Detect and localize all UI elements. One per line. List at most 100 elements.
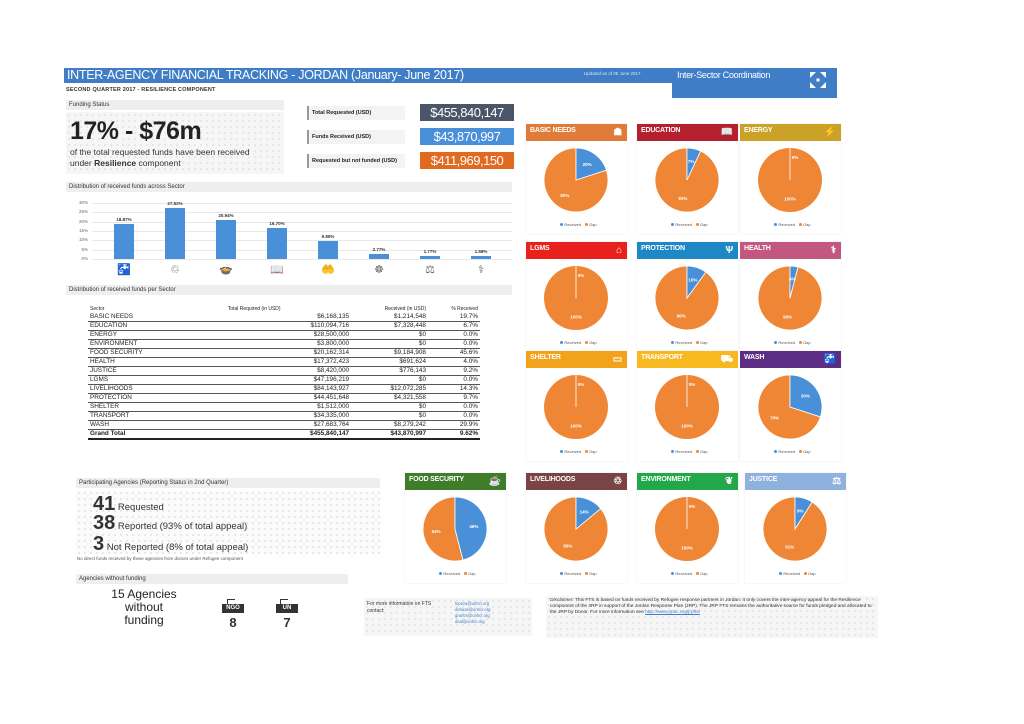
bar-chart-heading: Distribution of received funds across Se… [66,182,512,192]
sector-name-cell: ENVIRONMENT [88,339,184,349]
sector-title: ENVIRONMENT [641,476,691,483]
pie-card-environment: ENVIRONMENT ❦ 0% 100% Received Gap [637,473,738,583]
received-cell: $0 [351,330,428,340]
contact-email-link[interactable]: lopeza@unhcr.org [455,601,490,606]
received-pct-label: 20% [583,162,592,167]
disclaimer-link[interactable]: http://www.jrpsc.org/jrpfts/ [645,610,701,615]
sector-title: WASH [744,354,765,361]
received-pct-label: 0% [578,273,585,278]
y-tick-label: 15% [78,228,88,233]
sector-name-cell: EDUCATION [88,321,184,331]
sector-title: PROTECTION [641,245,685,252]
received-legend-icon [774,341,778,345]
bar-value-label: 18.87% [116,216,132,222]
required-cell: $20,162,314 [183,348,352,358]
bar-value-label: 9.85% [321,233,335,239]
received-cell: $691,624 [351,357,428,367]
not-funded-label: Requested but not funded (USD) [307,154,405,168]
sector-icon: ⚖ [832,476,841,487]
percent-cell: 0.0% [428,411,480,421]
sector-title: LGMS [530,245,550,252]
gap-legend-icon [585,450,589,454]
pie-card-header: JUSTICE ⚖ [745,473,846,490]
grand-total-cell: $43,870,997 [351,429,428,440]
received-cell: $8,279,242 [351,420,428,430]
required-cell: $34,335,000 [183,411,352,421]
sector-icon: ⌂ [616,245,622,256]
pie-card-header: HEALTH ⚕ [740,242,841,259]
updated-date: Updated as of 05 June 2017 [584,71,641,76]
grand-total-cell: $455,840,147 [183,429,352,440]
received-legend-icon [774,223,778,227]
pie-legend: Received Gap [637,571,738,576]
gap-pct-label: 86% [563,544,572,549]
received-cell: $1,214,548 [351,313,428,322]
bar-basic-needs [369,253,389,259]
received-legend-icon [560,223,564,227]
y-tick-label: 10% [78,237,88,243]
pie-legend: Received Gap [637,449,738,454]
not-funded-value: $411,969,150 [420,152,514,169]
table-heading: Distribution of received funds per Secto… [66,285,512,295]
bar-health [471,256,491,259]
pie-card-header: SHELTER ▭ [526,351,627,368]
received-cell: $0 [351,339,428,349]
grand-total-cell: 9.62% [428,429,480,440]
agencies-reported: 38 Reported (93% of total appeal) [93,512,248,534]
received-cell: $776,143 [351,366,428,376]
received-cell: $9,184,908 [351,348,428,358]
gap-pct-label: 90% [677,314,686,319]
pie-legend: Received Gap [745,571,846,576]
y-tick-label: 30% [78,200,88,205]
pie-card-health: HEALTH ⚕ 4% 96% Received Gap [740,242,841,352]
gridline [92,240,512,242]
pie-legend: Received Gap [637,222,738,227]
ngo-icon: NGO [222,604,244,613]
received-legend-icon [671,341,675,345]
sector-funding-table: Sector Total Required (in USD) Received … [88,304,480,440]
table-row: ENVIRONMENT $3,800,000 $0 0.0% [88,339,480,349]
received-cell: $12,072,285 [351,384,428,394]
table-row: LIVELIHOODS $84,143,927 $12,072,285 14.3% [88,384,480,394]
page-title: INTER-AGENCY FINANCIAL TRACKING - JORDAN… [64,68,836,83]
y-tick-label: 5% [81,246,88,252]
sector-name-cell: ENERGY [88,330,184,340]
pie-chart: 0% 100% [544,375,608,439]
percent-cell: 4.0% [428,357,480,367]
gap-pct-label: 100% [570,424,582,429]
pie-chart: 0% 100% [758,148,822,212]
gap-legend-icon [799,223,803,227]
table-row: ENERGY $28,500,000 $0 0.0% [88,330,480,340]
sector-name-cell: JUSTICE [88,366,184,376]
required-cell: $84,143,927 [183,384,352,394]
pie-card-justice: JUSTICE ⚖ 9% 91% Received Gap [745,473,846,583]
pie-legend: Received Gap [526,222,627,227]
contact-email-link[interactable]: dehaas@unhcr.org [455,607,491,612]
column-header-percent: % Received [451,305,478,312]
gap-pct-label: 70% [770,416,779,421]
sector-title: SHELTER [530,354,561,361]
sector-name-cell: LIVELIHOODS [88,384,184,394]
contact-email-link[interactable]: deal@unhcr.org [455,619,485,624]
basic-needs-icon: ☸ [374,264,384,276]
gap-legend-icon [696,572,700,576]
pie-chart: 9% 91% [762,496,828,562]
pie-card-protection: PROTECTION Ѱ 10% 90% Received Gap [637,242,738,352]
table-row: JUSTICE $8,420,000 $776,143 9.2% [88,366,480,376]
pie-card-header: BASIC NEEDS ☗ [526,124,627,141]
table-header-row: Sector Total Required (in USD) Received … [88,304,480,313]
sector-icon: Ѱ [725,245,733,256]
contact-email-link[interactable]: grantm@unhcr.org [455,613,490,618]
pie-card-header: TRANSPORT ⛟ [637,351,738,368]
bar-education [267,227,287,259]
pie-card-header: ENVIRONMENT ❦ [637,473,738,490]
percent-cell: 0.0% [428,375,480,385]
contact-panel [364,598,532,636]
sector-icon: 🚰 [823,354,836,365]
ngo-count: 8 [229,615,237,630]
pie-chart: 14% 86% [543,496,609,562]
coordination-banner [672,68,837,98]
received-pct-label: 46% [469,524,478,529]
received-pct-label: 7% [688,159,695,164]
bar-value-label: 27.52% [167,200,183,206]
